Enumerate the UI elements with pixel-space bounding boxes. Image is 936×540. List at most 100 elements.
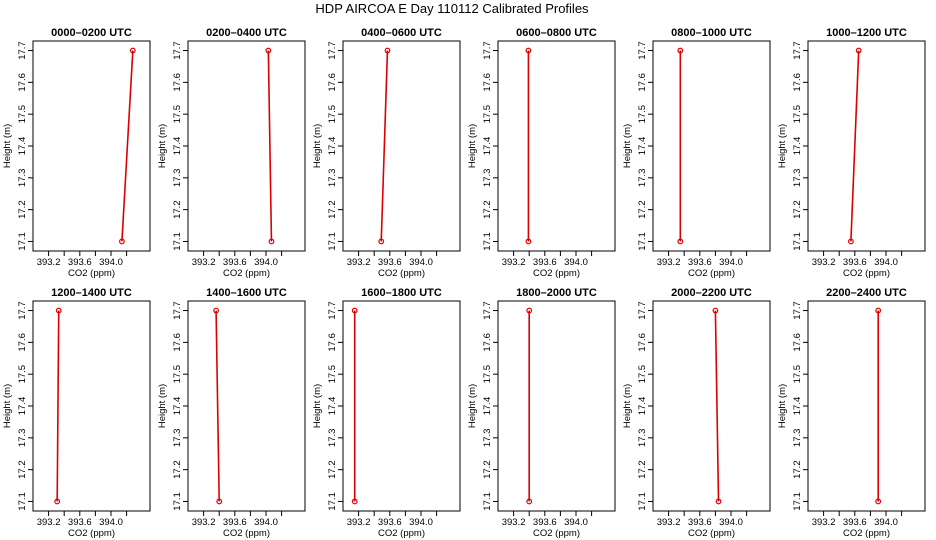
x-tick-label: 393.2	[347, 257, 371, 268]
y-axis-label: Height (m)	[2, 384, 13, 428]
x-tick-label: 393.2	[812, 517, 836, 528]
y-tick-label: 17.4	[637, 137, 648, 156]
data-point	[525, 238, 532, 245]
x-tick-label: 393.6	[688, 257, 712, 268]
profile-line	[714, 310, 720, 502]
profile-panel: 0600–0800 UTC 393.2 393.6 394.0 17.1 17.2 17.3…	[467, 27, 616, 279]
data-point	[213, 307, 219, 314]
data-point	[268, 238, 275, 245]
y-tick-label: 17.7	[17, 301, 28, 320]
y-tick-label: 17.1	[482, 232, 493, 251]
x-axis-label: CO2 (ppm)	[533, 528, 580, 539]
y-tick-label: 17.4	[637, 397, 648, 416]
profile-panel: 2200–2400 UTC 393.2 393.6 394.0 17.1 17.2 17.3…	[777, 287, 926, 539]
data-point	[715, 498, 722, 505]
y-tick-label: 17.5	[327, 105, 338, 124]
x-axis-label: CO2 (ppm)	[223, 528, 270, 539]
x-tick-label: 394.0	[564, 517, 588, 528]
y-tick-label: 17.4	[482, 137, 493, 156]
x-axis-label: CO2 (ppm)	[68, 268, 115, 279]
y-axis-label: Height (m)	[467, 124, 478, 168]
x-tick-label: 393.6	[378, 257, 402, 268]
x-tick-label: 393.6	[843, 517, 867, 528]
y-tick-label: 17.3	[172, 169, 183, 188]
y-axis-label: Height (m)	[777, 384, 788, 428]
panel-title: 1400–1600 UTC	[206, 287, 287, 299]
data-point	[351, 498, 358, 505]
x-axis-label: CO2 (ppm)	[688, 528, 735, 539]
y-axis-label: Height (m)	[2, 124, 13, 168]
y-tick-label: 17.6	[172, 333, 183, 352]
plot-frame	[652, 40, 771, 252]
x-tick-label: 393.2	[347, 517, 371, 528]
plot-frame	[807, 300, 926, 512]
y-tick-label: 17.4	[17, 397, 28, 416]
y-tick-label: 17.4	[17, 137, 28, 156]
x-tick-label: 393.6	[223, 517, 247, 528]
y-tick-label: 17.1	[17, 232, 28, 251]
profile-panel: 2000–2200 UTC 393.2 393.6 394.0 17.1 17.2 17.3…	[622, 287, 771, 539]
profile-line	[56, 310, 60, 502]
x-tick-label: 394.0	[719, 517, 743, 528]
x-tick-label: 394.0	[99, 517, 123, 528]
y-axis-label: Height (m)	[157, 384, 168, 428]
x-tick-label: 393.2	[192, 257, 216, 268]
y-tick-label: 17.7	[17, 41, 28, 60]
profile-panel: 0400–0600 UTC 393.2 393.6 394.0 17.1 17.2 17.3…	[312, 27, 461, 279]
data-point	[712, 307, 719, 314]
data-point	[677, 238, 684, 245]
y-axis-label: Height (m)	[467, 384, 478, 428]
y-tick-label: 17.4	[172, 397, 183, 416]
y-tick-label: 17.1	[792, 492, 803, 511]
y-tick-label: 17.5	[172, 365, 183, 384]
data-point	[378, 238, 385, 245]
x-tick-label: 393.6	[223, 257, 247, 268]
profile-panel: 1000–1200 UTC 393.2 393.6 394.0 17.1 17.2 17.3…	[777, 27, 926, 279]
y-tick-label: 17.5	[482, 365, 493, 384]
y-tick-label: 17.5	[482, 105, 493, 124]
x-tick-label: 393.6	[68, 257, 92, 268]
y-tick-label: 17.2	[482, 460, 493, 479]
data-point	[55, 307, 62, 314]
y-tick-label: 17.7	[637, 41, 648, 60]
y-tick-label: 17.6	[792, 333, 803, 352]
y-axis-label: Height (m)	[312, 384, 323, 428]
y-tick-label: 17.2	[482, 200, 493, 219]
x-tick-label: 393.2	[37, 517, 61, 528]
x-tick-label: 393.2	[192, 517, 216, 528]
profile-line	[121, 50, 134, 242]
panel-title: 1200–1400 UTC	[51, 287, 132, 299]
profile-panel: 0800–1000 UTC 393.2 393.6 394.0 17.1 17.2 17.3…	[622, 27, 771, 279]
profile-panel: 0000–0200 UTC 393.2 393.6 394.0 17.1 17.2 17.3…	[2, 27, 151, 279]
y-tick-label: 17.4	[792, 397, 803, 416]
x-tick-label: 393.2	[502, 517, 526, 528]
panel-title: 1800–2000 UTC	[516, 287, 597, 299]
y-tick-label: 17.5	[637, 365, 648, 384]
x-tick-label: 393.6	[533, 257, 557, 268]
x-axis-label: CO2 (ppm)	[843, 528, 890, 539]
y-tick-label: 17.1	[482, 492, 493, 511]
y-tick-label: 17.4	[327, 397, 338, 416]
x-tick-label: 394.0	[719, 257, 743, 268]
y-tick-label: 17.2	[17, 460, 28, 479]
data-point	[384, 47, 391, 54]
y-tick-label: 17.7	[792, 41, 803, 60]
y-tick-label: 17.1	[17, 492, 28, 511]
plot-frame	[32, 40, 151, 252]
x-tick-label: 394.0	[254, 517, 278, 528]
y-tick-label: 17.6	[482, 333, 493, 352]
data-point	[677, 47, 684, 54]
profile-line	[380, 50, 389, 242]
y-tick-label: 17.5	[172, 105, 183, 124]
plot-frame	[187, 40, 306, 252]
panel-title: 0400–0600 UTC	[361, 27, 442, 39]
y-tick-label: 17.3	[792, 169, 803, 188]
y-tick-label: 17.6	[637, 73, 648, 92]
y-tick-label: 17.4	[327, 137, 338, 156]
y-axis-label: Height (m)	[777, 124, 788, 168]
y-tick-label: 17.2	[637, 460, 648, 479]
x-axis-label: CO2 (ppm)	[68, 528, 115, 539]
y-tick-label: 17.2	[172, 460, 183, 479]
x-tick-label: 394.0	[409, 517, 433, 528]
